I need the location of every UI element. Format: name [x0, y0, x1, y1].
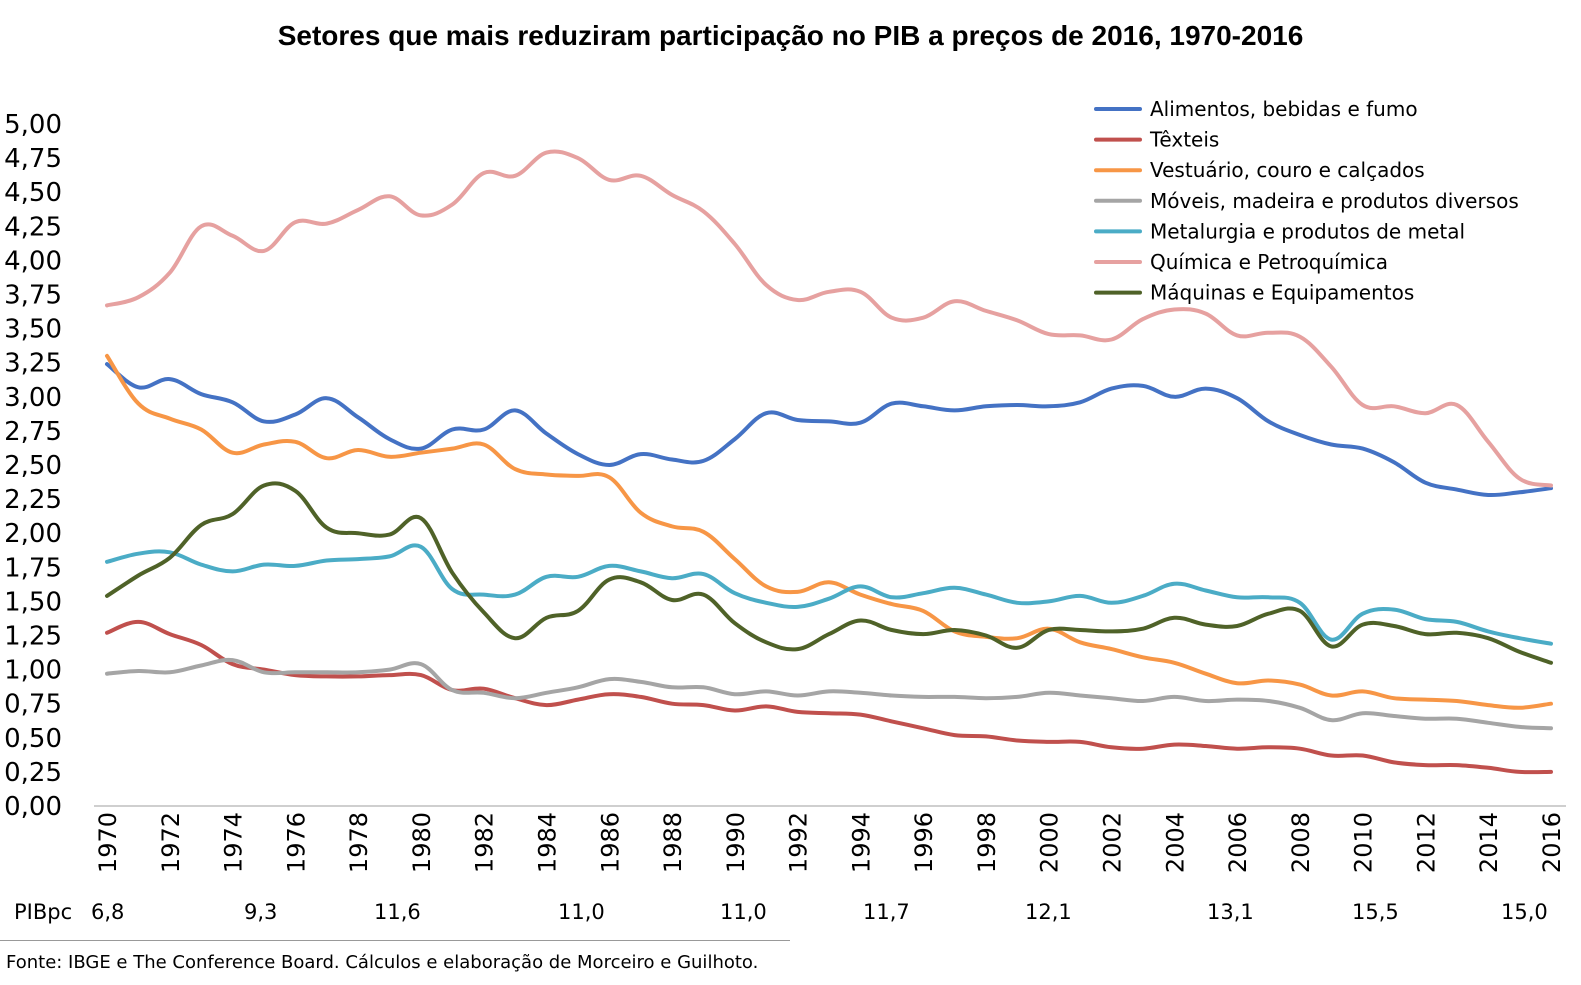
x-tick-label: 2002	[1099, 812, 1127, 873]
y-tick-label: 2,00	[4, 519, 62, 549]
y-tick-label: 2,75	[4, 417, 62, 447]
pibpc-value: 11,0	[720, 900, 767, 924]
x-tick-label: 1986	[596, 812, 624, 873]
pibpc-value: 15,0	[1501, 900, 1548, 924]
y-tick-label: 0,75	[4, 690, 62, 720]
pibpc-value: 6,8	[91, 900, 125, 924]
series-line	[105, 149, 1553, 488]
pibpc-label: PIBpc	[14, 900, 73, 924]
series-line	[105, 481, 1553, 665]
pibpc-value: 9,3	[244, 900, 278, 924]
x-tick-label: 2008	[1287, 812, 1315, 873]
y-axis: 0,00 0,25 0,50 0,75 1,00 1,25 1,50 1,75 2,00 2,25…	[4, 110, 62, 822]
series-line	[105, 619, 1553, 775]
pibpc-row: PIBpc 6,8 9,3 11,6 11,0 11,0 11,7 12,1 1…	[0, 900, 1581, 936]
y-tick-label: 3,50	[4, 315, 62, 345]
x-tick-label: 1992	[785, 812, 813, 873]
y-tick-label: 4,25	[4, 212, 62, 242]
x-tick-label: 1978	[345, 812, 373, 873]
x-tick-label: 1990	[722, 812, 750, 873]
y-tick-label: 5,00	[4, 110, 62, 140]
y-tick-label: 1,50	[4, 587, 62, 617]
x-tick-label: 2012	[1412, 812, 1440, 873]
x-tick-label: 1976	[282, 812, 310, 873]
y-tick-label: 2,25	[4, 485, 62, 515]
y-tick-label: 0,25	[4, 758, 62, 788]
x-tick-label: 1988	[659, 812, 687, 873]
y-tick-label: 0,50	[4, 724, 62, 754]
y-tick-label: 0,00	[4, 792, 62, 822]
line-chart: 0,00 0,25 0,50 0,75 1,00 1,25 1,50 1,75 2,00 2,25…	[4, 97, 1566, 873]
legend-label: Móveis, madeira e produtos diversos	[1150, 189, 1519, 213]
series-line	[105, 353, 1553, 710]
x-tick-label: 2016	[1538, 812, 1566, 873]
pibpc-value: 13,1	[1207, 900, 1254, 924]
x-tick-label: 1970	[94, 812, 122, 873]
chart-title: Setores que mais reduziram participação …	[277, 20, 1304, 51]
legend-label: Vestuário, couro e calçados	[1150, 158, 1425, 182]
y-tick-label: 4,75	[4, 144, 62, 174]
x-tick-label: 2014	[1475, 812, 1503, 873]
x-tick-label: 1996	[910, 812, 938, 873]
x-tick-label: 1974	[220, 812, 248, 873]
x-tick-label: 1972	[157, 812, 185, 873]
x-tick-label: 1994	[847, 812, 875, 873]
pibpc-value: 11,7	[863, 900, 910, 924]
pibpc-value: 15,5	[1352, 900, 1399, 924]
legend-label: Alimentos, bebidas e fumo	[1150, 97, 1418, 121]
series-line	[105, 543, 1553, 646]
x-tick-label: 1982	[471, 812, 499, 873]
x-tick-label: 2010	[1350, 812, 1378, 873]
x-tick-label: 2006	[1224, 812, 1252, 873]
legend-label: Máquinas e Equipamentos	[1150, 281, 1414, 305]
legend-label: Metalurgia e produtos de metal	[1150, 219, 1465, 243]
y-tick-label: 4,00	[4, 246, 62, 276]
series-line	[105, 657, 1553, 731]
y-tick-label: 1,75	[4, 553, 62, 583]
x-axis: 1970 1972 1974 1976 1978 1980 1982 1984 1986 1988…	[94, 812, 1566, 873]
y-tick-label: 2,50	[4, 451, 62, 481]
y-tick-label: 4,50	[4, 178, 62, 208]
y-tick-label: 1,00	[4, 656, 62, 686]
y-tick-label: 1,25	[4, 622, 62, 652]
x-tick-label: 1998	[973, 812, 1001, 873]
legend-label: Química e Petroquímica	[1150, 250, 1388, 274]
x-tick-label: 2000	[1036, 812, 1064, 873]
x-tick-label: 2004	[1161, 812, 1189, 873]
legend: Alimentos, bebidas e fumo Têxteis Vestuári…	[1094, 97, 1519, 305]
source-note: Fonte: IBGE e The Conference Board. Cálc…	[6, 952, 759, 973]
series-lines	[105, 149, 1553, 775]
x-tick-label: 1980	[408, 812, 436, 873]
series-line	[105, 362, 1553, 498]
y-tick-label: 3,75	[4, 281, 62, 311]
pibpc-value: 11,0	[558, 900, 605, 924]
legend-label: Têxteis	[1149, 128, 1219, 152]
x-tick-label: 1984	[533, 812, 561, 873]
source-separator	[0, 940, 790, 941]
y-tick-label: 3,00	[4, 383, 62, 413]
pibpc-value: 12,1	[1025, 900, 1072, 924]
y-tick-label: 3,25	[4, 349, 62, 379]
pibpc-value: 11,6	[374, 900, 421, 924]
